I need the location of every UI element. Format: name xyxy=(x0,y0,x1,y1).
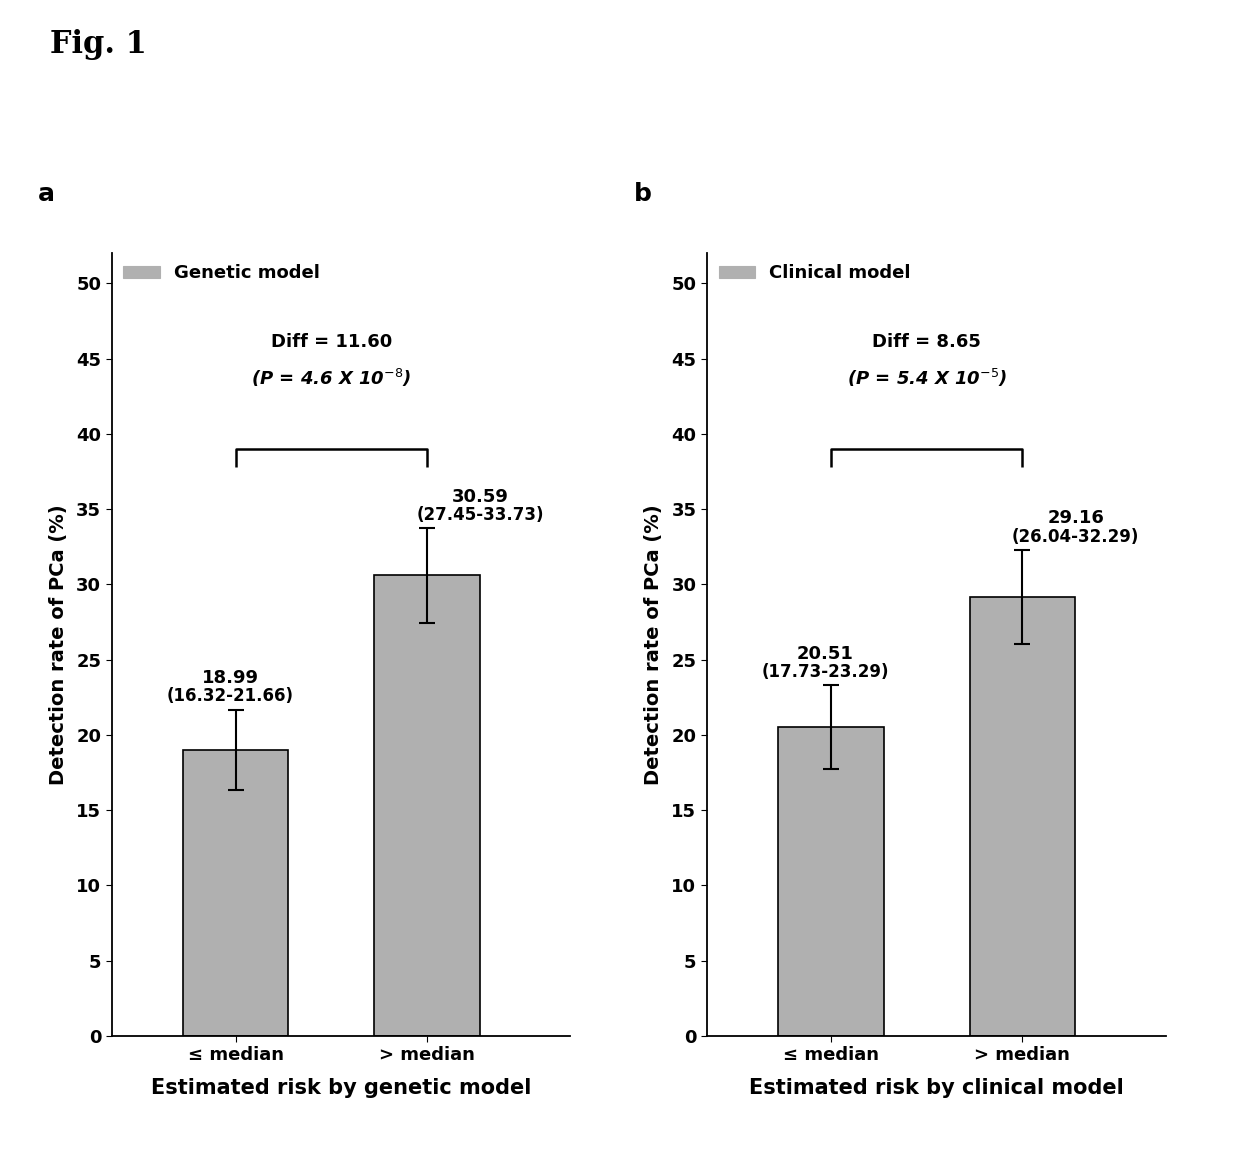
Legend: Clinical model: Clinical model xyxy=(712,257,918,290)
Text: (26.04-32.29): (26.04-32.29) xyxy=(1012,527,1140,546)
Text: Diff = 11.60: Diff = 11.60 xyxy=(270,333,392,351)
Bar xyxy=(779,727,884,1036)
Text: 18.99: 18.99 xyxy=(202,669,259,687)
Text: 30.59: 30.59 xyxy=(453,488,508,505)
Text: (P = 4.6 X 10$^{-8}$): (P = 4.6 X 10$^{-8}$) xyxy=(252,366,412,389)
Bar xyxy=(184,750,289,1036)
Text: 29.16: 29.16 xyxy=(1048,510,1104,527)
Text: b: b xyxy=(634,182,651,206)
Text: (P = 5.4 X 10$^{-5}$): (P = 5.4 X 10$^{-5}$) xyxy=(847,366,1007,389)
Bar xyxy=(374,576,480,1036)
Text: Diff = 8.65: Diff = 8.65 xyxy=(872,333,981,351)
Bar xyxy=(970,597,1075,1036)
Text: 20.51: 20.51 xyxy=(797,645,854,663)
X-axis label: Estimated risk by genetic model: Estimated risk by genetic model xyxy=(151,1078,531,1098)
Text: Fig. 1: Fig. 1 xyxy=(50,29,146,60)
Legend: Genetic model: Genetic model xyxy=(117,257,327,290)
Text: (16.32-21.66): (16.32-21.66) xyxy=(166,687,294,706)
Y-axis label: Detection rate of PCa (%): Detection rate of PCa (%) xyxy=(48,504,68,785)
Text: a: a xyxy=(38,182,56,206)
Text: (27.45-33.73): (27.45-33.73) xyxy=(417,505,544,524)
Y-axis label: Detection rate of PCa (%): Detection rate of PCa (%) xyxy=(644,504,663,785)
Text: (17.73-23.29): (17.73-23.29) xyxy=(761,663,889,681)
X-axis label: Estimated risk by clinical model: Estimated risk by clinical model xyxy=(749,1078,1123,1098)
